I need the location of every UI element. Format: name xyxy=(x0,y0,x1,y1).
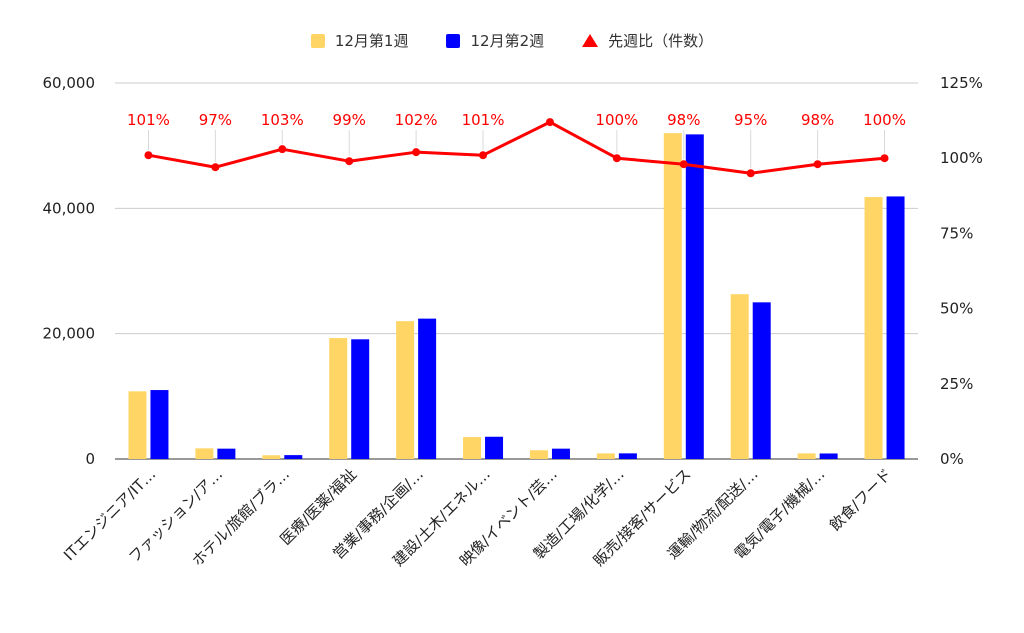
bar-2 xyxy=(418,318,437,459)
ratio-point xyxy=(679,160,688,169)
data-label: 95% xyxy=(734,111,767,129)
bar-2 xyxy=(217,448,236,459)
bar-2 xyxy=(485,436,504,459)
data-label: 98% xyxy=(667,111,700,129)
bar-1 xyxy=(128,391,147,459)
ratio-point xyxy=(813,160,822,169)
bar-2 xyxy=(685,134,704,460)
ratio-point xyxy=(345,157,354,166)
category-label: 飲食/フード xyxy=(826,465,895,534)
legend-swatch-week1 xyxy=(310,33,325,48)
data-label: 100% xyxy=(595,111,638,129)
y-right-tick-label: 0% xyxy=(940,450,964,468)
bar-1 xyxy=(730,294,749,459)
y-right-tick-label: 50% xyxy=(940,300,973,318)
bar-2 xyxy=(284,455,303,459)
bar-2 xyxy=(351,339,370,459)
legend-label-week1: 12月第1週 xyxy=(334,32,409,50)
data-label: 101% xyxy=(127,111,170,129)
data-label: 100% xyxy=(863,111,906,129)
legend-item-week2: 12月第2週 xyxy=(446,30,544,51)
ratio-point xyxy=(144,151,153,160)
legend: 12月第1週 12月第2週 先週比（件数） xyxy=(0,30,1024,51)
ratio-point xyxy=(612,154,621,163)
bar-1 xyxy=(329,338,348,459)
ratio-point xyxy=(278,145,287,154)
legend-label-ratio: 先週比（件数） xyxy=(608,32,714,50)
legend-triangle-icon xyxy=(582,34,599,47)
legend-label-week2: 12月第2週 xyxy=(470,32,545,50)
ratio-point xyxy=(211,163,220,172)
data-label: 101% xyxy=(462,111,505,129)
ratio-line xyxy=(148,120,885,175)
bar-1 xyxy=(529,450,548,459)
legend-item-ratio: 先週比（件数） xyxy=(582,30,713,51)
y-left-tick-label: 40,000 xyxy=(43,199,96,217)
legend-item-week1: 12月第1週 xyxy=(310,30,409,51)
data-label: 102% xyxy=(395,111,438,129)
bar-1 xyxy=(864,197,883,459)
bar-2 xyxy=(752,302,771,459)
y-left-tick-label: 20,000 xyxy=(43,325,96,343)
data-label: 103% xyxy=(261,111,304,129)
ratio-point xyxy=(412,148,421,157)
legend-swatch-week2 xyxy=(446,33,461,48)
bar-2 xyxy=(150,390,169,459)
y-right-tick-label: 100% xyxy=(940,149,983,167)
data-label: 99% xyxy=(333,111,366,129)
bar-2 xyxy=(551,448,570,459)
ratio-point xyxy=(746,169,755,178)
ratio-point xyxy=(479,151,488,160)
y-right-tick-label: 25% xyxy=(940,375,973,393)
bar-1 xyxy=(262,455,281,459)
y-left-tick-label: 60,000 xyxy=(43,74,96,92)
y-right-tick-label: 125% xyxy=(940,74,983,92)
ratio-point xyxy=(545,118,554,127)
ratio-point xyxy=(880,154,889,163)
bar-1 xyxy=(463,437,482,459)
y-left-tick-label: 0 xyxy=(85,450,95,468)
bar-1 xyxy=(797,453,816,459)
data-label: 97% xyxy=(199,111,232,129)
bar-2 xyxy=(886,196,905,459)
y-right-tick-label: 75% xyxy=(940,224,973,242)
data-label: 98% xyxy=(801,111,834,129)
bar-1 xyxy=(195,448,214,459)
bar-1 xyxy=(663,133,682,459)
bar-2 xyxy=(618,453,637,459)
bar-1 xyxy=(396,321,415,459)
bar-2 xyxy=(819,453,838,459)
bar-1 xyxy=(596,453,615,459)
